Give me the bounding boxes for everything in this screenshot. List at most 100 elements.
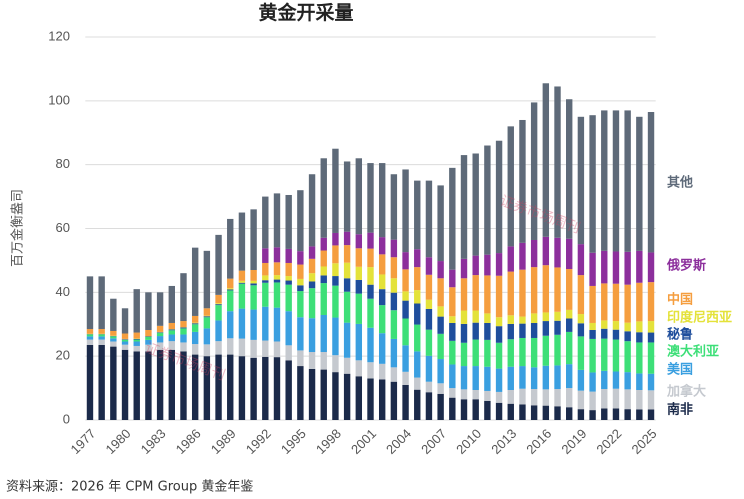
bar-segment	[308, 246, 316, 259]
bar-segment	[542, 321, 550, 336]
bar-segment	[145, 339, 152, 345]
x-tick-label: 2013	[488, 426, 519, 457]
bar-segment	[577, 314, 585, 324]
bar-segment	[238, 356, 246, 420]
bar-segment	[332, 285, 339, 318]
bar-segment	[308, 352, 316, 369]
x-tick-label: 2025	[629, 426, 660, 457]
bar-segment	[332, 148, 339, 233]
bar-segment	[612, 251, 620, 284]
bar-segment	[145, 329, 152, 337]
bar-segment	[554, 334, 561, 366]
bar-segment	[437, 316, 444, 334]
bar-segment	[449, 340, 456, 365]
bar-segment	[320, 266, 327, 276]
bar-segment	[612, 329, 620, 340]
bar-segment	[484, 275, 491, 314]
bar-segment	[121, 339, 129, 342]
bar-segment	[577, 390, 585, 410]
bar-segment	[98, 339, 105, 345]
bar-segment	[542, 265, 550, 313]
bar-segment	[402, 384, 409, 420]
bar-segment	[425, 257, 433, 275]
bar-segment	[519, 119, 526, 243]
bar-segment	[355, 266, 363, 280]
bar-segment	[215, 303, 222, 305]
bar-segment	[191, 354, 199, 420]
bar-segment	[145, 336, 152, 338]
bar-segment	[378, 363, 386, 380]
bar-segment	[308, 288, 316, 319]
bar-segment	[636, 250, 643, 283]
bar-segment	[227, 289, 234, 291]
bar-segment	[156, 336, 164, 343]
bar-segment	[542, 83, 550, 237]
bar-segment	[601, 389, 608, 409]
bar-segment	[612, 388, 620, 409]
bar-segment	[589, 410, 596, 420]
bar-segment	[495, 317, 503, 327]
x-tick-label: 1977	[67, 426, 98, 457]
bar-segment	[589, 372, 596, 392]
bar-segment	[601, 283, 608, 321]
bar-segment	[145, 337, 152, 340]
bar-segment	[624, 322, 631, 332]
bar-segment	[577, 369, 585, 391]
bar-segment	[203, 317, 211, 329]
bar-segment	[449, 322, 456, 341]
bar-segment	[262, 275, 269, 281]
bar-segment	[624, 110, 631, 252]
bar-segment	[460, 155, 468, 259]
bar-segment	[378, 333, 386, 364]
bar-segment	[215, 304, 222, 306]
bar-segment	[285, 345, 292, 361]
bar-segment	[227, 311, 234, 339]
bar-segment	[601, 110, 608, 251]
bar-segment	[308, 281, 316, 289]
bar-segment	[495, 140, 503, 254]
bar-segment	[191, 324, 199, 332]
bar-segment	[343, 262, 351, 279]
bar-segment	[566, 99, 573, 239]
bar-segment	[647, 390, 655, 410]
bar-segment	[238, 212, 246, 271]
bar-segment	[156, 332, 164, 337]
bar-segment	[425, 274, 433, 300]
bar-segment	[390, 292, 398, 311]
bar-segment	[577, 336, 585, 370]
bar-segment	[484, 339, 491, 367]
bar-segment	[180, 328, 187, 335]
bar-segment	[601, 408, 608, 420]
bar-segment	[355, 293, 363, 324]
bar-segment	[425, 180, 433, 258]
bar-segment	[624, 284, 631, 323]
bar-segment	[577, 116, 585, 245]
bar-segment	[449, 316, 456, 323]
bar-segment	[449, 269, 456, 288]
bar-segment	[110, 330, 117, 336]
bar-segment	[449, 167, 456, 270]
bar-segment	[601, 250, 608, 284]
bar-segment	[285, 248, 292, 263]
bar-segment	[566, 388, 573, 408]
bar-segment	[577, 323, 585, 337]
bar-segment	[378, 379, 386, 420]
bar-segment	[414, 267, 421, 291]
bar-segment	[542, 389, 550, 406]
bar-segment	[367, 362, 374, 379]
bar-segment	[601, 320, 608, 329]
bar-segment	[577, 275, 585, 315]
bar-segment	[332, 317, 339, 356]
bar-segment	[227, 338, 234, 355]
bar-segment	[425, 308, 433, 330]
bar-segment	[647, 332, 655, 343]
bar-segment	[460, 342, 468, 367]
bar-segment	[297, 278, 304, 286]
bar-segment	[367, 284, 374, 299]
bar-segment	[227, 290, 234, 312]
bar-segment	[636, 342, 643, 374]
bar-segment	[636, 321, 643, 333]
bar-segment	[647, 409, 655, 420]
y-axis-label: 百万金衡盎司	[9, 189, 24, 267]
bar-segment	[378, 274, 386, 290]
